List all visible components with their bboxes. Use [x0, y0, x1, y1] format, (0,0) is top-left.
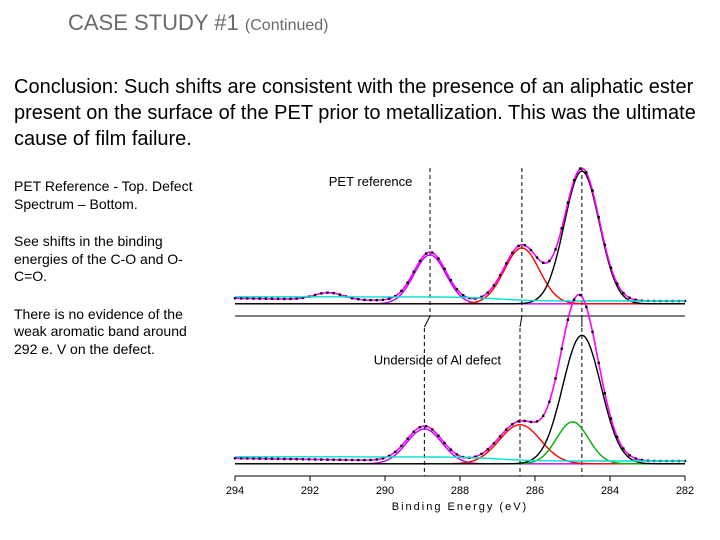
svg-text:292: 292	[301, 485, 319, 497]
svg-text:282: 282	[676, 485, 694, 497]
side-p3: There is no evidence of the weak aromati…	[14, 306, 204, 359]
svg-text:284: 284	[601, 485, 619, 497]
conclusion-text: Conclusion: Such shifts are consistent w…	[14, 74, 700, 152]
svg-text:Binding Energy (eV): Binding Energy (eV)	[392, 501, 528, 513]
side-notes: PET Reference - Top. Defect Spectrum – B…	[14, 178, 204, 378]
svg-text:PET reference: PET reference	[329, 174, 413, 189]
svg-text:294: 294	[226, 485, 244, 497]
slide-title: CASE STUDY #1 (Continued)	[68, 10, 329, 36]
xps-chart: PET reference Underside of Al defect 294 29…	[215, 160, 705, 520]
svg-text:286: 286	[526, 485, 544, 497]
svg-text:Underside of Al defect: Underside of Al defect	[374, 352, 502, 367]
title-main: CASE STUDY #1	[68, 10, 239, 35]
title-continued: (Continued)	[245, 17, 329, 34]
svg-text:290: 290	[376, 485, 394, 497]
svg-text:288: 288	[451, 485, 469, 497]
side-p1: PET Reference - Top. Defect Spectrum – B…	[14, 178, 204, 213]
side-p2: See shifts in the binding energies of th…	[14, 233, 204, 286]
